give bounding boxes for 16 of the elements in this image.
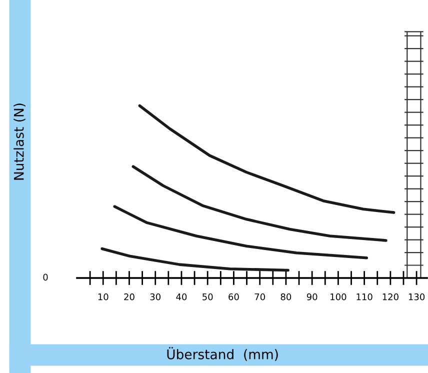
text: 0 [43, 274, 48, 281]
x-tick-label: 130 [408, 293, 425, 300]
x-tick-label: 90 [306, 293, 318, 300]
x-tick-label: 30 [150, 293, 160, 300]
x-axis-title: Überstand (mm) [167, 347, 278, 361]
x-tick-label: 70 [254, 293, 265, 300]
x-tick-label: 50 [202, 293, 213, 300]
x-tick-label: 100 [330, 293, 346, 300]
x-tick-label: 10 [98, 293, 108, 300]
x-tick-label: 80 [280, 293, 292, 300]
x-tick-label: 110 [356, 293, 372, 300]
x-tick-label: 20 [124, 293, 134, 300]
x-tick-label: 120 [382, 293, 398, 300]
x-tick-label: 60 [228, 293, 239, 300]
x-tick-label: 40 [176, 293, 187, 300]
y-axis-title: Nutzlast (N) [14, 104, 26, 180]
